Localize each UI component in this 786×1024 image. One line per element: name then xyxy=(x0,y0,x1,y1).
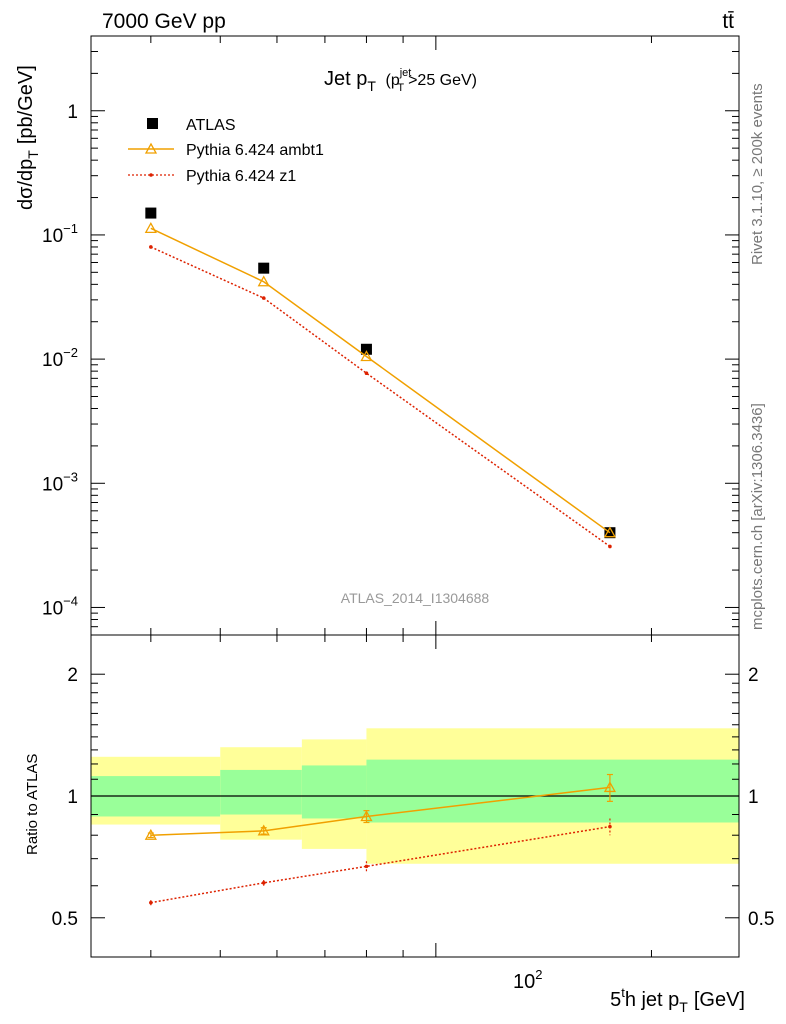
z1-ratio-point xyxy=(608,824,612,829)
main-ytick-labels: 10−410−310−210−11 xyxy=(42,102,78,620)
ratio-ylabel: Ratio to ATLAS xyxy=(24,754,41,855)
main-series-line-1 xyxy=(150,227,611,534)
legend-label-z1: Pythia 6.424 z1 xyxy=(186,168,296,185)
atlas-data-point xyxy=(258,262,270,274)
mcplots-label: mcplots.cern.ch [arXiv:1306.3436] xyxy=(749,403,766,630)
ytick-exp: −4 xyxy=(63,593,78,608)
z1-data-point xyxy=(261,296,266,300)
legend-marker-ambt1 xyxy=(144,142,158,154)
ambt1-ratio-point xyxy=(144,828,157,840)
rivet-label: Rivet 3.1.10, ≥ 200k events xyxy=(749,83,766,265)
xlabel-c: [GeV] xyxy=(694,989,745,1011)
ytick-exp: −3 xyxy=(63,469,78,484)
atlas-data-point xyxy=(360,343,372,355)
ytick-base: 10 xyxy=(42,598,63,619)
main-ytick-label: 10−2 xyxy=(42,345,78,371)
ratio-ytick-label-right: 1 xyxy=(748,787,759,808)
ytick-base: 10 xyxy=(42,350,63,371)
ylabel-unit: [pb/GeV] xyxy=(15,65,37,144)
ambt1-ratio-point xyxy=(603,781,617,793)
z1-ratio-point xyxy=(364,864,369,869)
title-paren-sup: jet xyxy=(399,67,412,79)
ytick-exp: −1 xyxy=(63,221,78,236)
ylabel-main: dσ/dp xyxy=(15,159,37,210)
main-series xyxy=(144,207,617,549)
ratio-panel: 0.5 0.51 12 2 Ratio to ATLAS 102 5th jet pT… xyxy=(24,634,775,1015)
legend-label-atlas: ATLAS xyxy=(186,117,236,134)
analysis-id: ATLAS_2014_I1304688 xyxy=(341,590,490,606)
xlabel-sub: T xyxy=(679,999,688,1015)
main-ytick-label: 1 xyxy=(67,102,78,123)
legend-marker-z1 xyxy=(149,173,153,177)
main-ytick-label: 10−4 xyxy=(42,593,78,619)
ratio-ytick-label-left: 2 xyxy=(67,665,78,686)
ambt1-ratio-point xyxy=(257,824,270,836)
z1-ratio-point xyxy=(149,900,153,905)
title-paren-open: (p xyxy=(385,72,399,89)
green-band xyxy=(220,769,302,815)
title-sub: T xyxy=(367,78,376,94)
z1-data-point xyxy=(149,245,153,249)
main-ytick-label: 10−3 xyxy=(42,469,78,495)
ratio-series-line-0 xyxy=(150,786,611,836)
ratio-ytick-label-right: 2 xyxy=(748,665,759,686)
xtick-exp: 2 xyxy=(535,967,542,982)
process-label: tt̄ xyxy=(722,10,734,33)
title-paren-rest: >25 GeV) xyxy=(408,72,477,89)
ratio-ytick-label-left: 1 xyxy=(67,787,78,808)
ytick-base: 10 xyxy=(42,474,63,495)
xlabel: 5th jet pT [GeV] xyxy=(610,985,745,1015)
xlabel-sup: t xyxy=(621,985,625,1000)
xlabel-a: 5 xyxy=(610,989,621,1011)
xlabel-b: h jet p xyxy=(625,989,679,1011)
main-series-line-2 xyxy=(150,246,611,548)
green-band xyxy=(301,765,367,819)
ratio-ytick-labels: 0.5 0.5 1 1 2 2 xyxy=(52,665,775,930)
xtick-base: 10 xyxy=(513,971,535,993)
atlas-data-point xyxy=(145,207,157,219)
ratio-ytick-label-left: 0.5 xyxy=(52,909,78,930)
ambt1-ratio-point xyxy=(360,810,373,822)
z1-data-point xyxy=(608,544,612,549)
ylabel-sub: T xyxy=(25,150,41,159)
green-band xyxy=(366,759,739,823)
ambt1-data-point xyxy=(603,526,617,538)
xtick-label-100: 102 xyxy=(513,967,542,993)
main-ylabel: dσ/dpT [pb/GeV] xyxy=(15,65,41,210)
legend-label-ambt1: Pythia 6.424 ambt1 xyxy=(186,142,324,159)
energy-label: 7000 GeV pp xyxy=(102,10,226,33)
legend-marker-atlas xyxy=(147,118,158,129)
ambt1-data-point xyxy=(257,275,270,287)
main-panel: 10−410−310−210−11 Jet pT (pjet T >25 GeV) … xyxy=(15,35,740,636)
ambt1-data-point xyxy=(360,350,373,362)
ratio-series-line-1 xyxy=(150,825,611,904)
ratio-series xyxy=(144,773,617,906)
main-ticks xyxy=(91,35,739,636)
main-title: Jet pT (pjet T >25 GeV) xyxy=(324,67,477,96)
z1-ratio-point xyxy=(261,881,266,885)
legend: ATLAS Pythia 6.424 ambt1 Pythia 6.424 z1 xyxy=(128,117,324,185)
title-main: Jet p xyxy=(324,68,367,90)
title-paren-sub: T xyxy=(397,82,404,94)
main-ytick-label: 10−1 xyxy=(42,221,78,247)
ratio-bands xyxy=(91,728,739,864)
ytick-exp: −2 xyxy=(63,345,78,360)
ratio-ytick-label-right: 0.5 xyxy=(748,909,774,930)
z1-data-point xyxy=(364,371,369,376)
ambt1-data-point xyxy=(144,222,157,233)
ratio-ticks xyxy=(91,635,739,958)
ytick-base: 10 xyxy=(42,226,63,247)
